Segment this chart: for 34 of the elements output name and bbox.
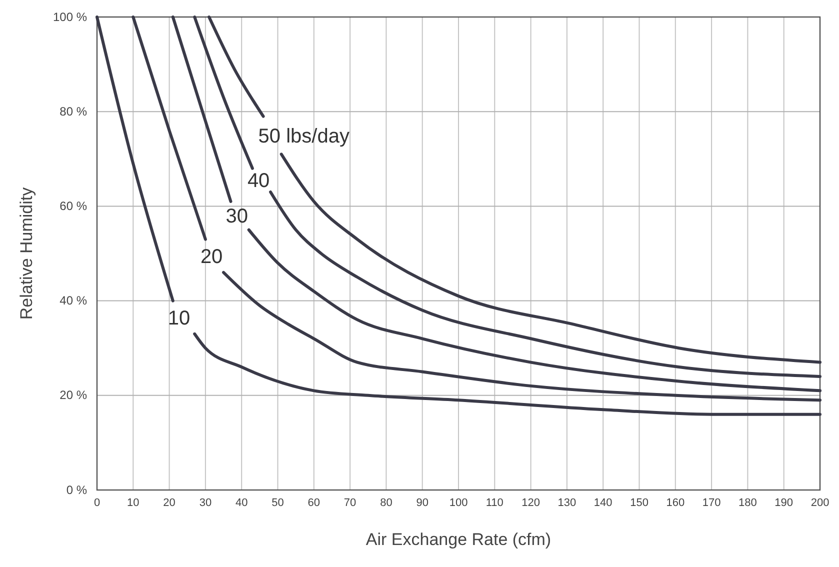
series-label: 20 [200,246,223,268]
x-tick-label: 70 [344,496,356,509]
y-tick-label: 20 % [60,388,88,402]
series-label: 30 [226,206,248,228]
x-tick-label: 170 [702,496,721,509]
x-tick-label: 160 [666,496,685,509]
series-label: 50 lbs/day [258,125,350,148]
series-label: 10 [168,307,190,330]
y-tick-label: 40 % [60,294,88,308]
x-tick-label: 100 [449,496,468,509]
x-tick-label: 90 [416,496,428,509]
x-tick-label: 40 [235,496,248,509]
x-tick-label: 60 [308,496,320,509]
x-axis-title: Air Exchange Rate (cfm) [366,530,552,549]
x-tick-label: 200 [810,496,830,509]
x-tick-label: 130 [558,496,576,509]
x-tick-label: 10 [127,496,140,509]
y-tick-label: 60 % [60,199,88,214]
y-tick-label: 0 % [66,482,88,497]
x-tick-label: 120 [522,496,540,509]
x-tick-label: 190 [774,496,794,509]
y-tick-label: 80 % [60,104,88,118]
x-tick-label: 110 [486,496,504,509]
x-tick-label: 20 [163,496,176,509]
x-tick-label: 80 [380,496,392,509]
y-axis-title: Relative Humidity [17,186,36,320]
y-tick-label: 100 % [52,10,88,24]
series-label: 40 [247,170,270,192]
x-tick-label: 140 [594,496,612,509]
x-tick-label: 180 [738,496,757,509]
x-tick-label: 50 [272,496,284,509]
x-tick-label: 0 [94,496,100,509]
x-tick-label: 30 [199,496,212,509]
x-tick-label: 150 [630,496,648,509]
